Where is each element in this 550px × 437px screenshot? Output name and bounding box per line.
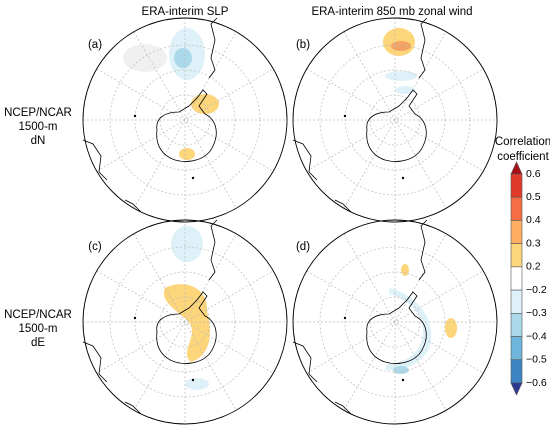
colorbar-label: 0.5: [526, 191, 541, 203]
row-label: dE: [31, 337, 45, 349]
colorbar-cap: [510, 161, 523, 175]
colorbar-segment: [510, 266, 523, 291]
colorbar-segment: [510, 220, 523, 244]
colorbar-label: 0.2: [526, 261, 541, 273]
colorbar-label: 0.3: [526, 237, 541, 249]
colorbar-label: −0.3: [526, 307, 547, 319]
panel-label: (b): [296, 39, 310, 51]
colorbar-segment: [510, 313, 523, 337]
column-title: ERA-interim SLP: [142, 6, 229, 18]
colorbar-label: −0.5: [526, 354, 547, 366]
colorbar-label: 0.4: [526, 214, 541, 226]
row-label: 1500-m: [19, 121, 58, 133]
map-d: [292, 219, 498, 425]
colorbar-title: Correlation: [495, 136, 550, 148]
colorbar-label: −0.6: [526, 377, 547, 389]
row-label: NCEP/NCAR: [4, 107, 72, 119]
map-b: [292, 17, 498, 223]
panel-label: (a): [88, 39, 102, 51]
colorbar-label: 0.6: [526, 168, 541, 180]
colorbar-cap: [510, 382, 523, 396]
colorbar-segment: [510, 243, 523, 268]
map-a: [82, 17, 288, 223]
row-label: 1500-m: [19, 323, 58, 335]
colorbar-label: −0.2: [526, 284, 547, 296]
colorbar-segment: [510, 173, 523, 198]
colorbar-label: −0.4: [526, 330, 547, 342]
column-title: ERA-interim 850 mb zonal wind: [311, 6, 472, 18]
map-c: [82, 219, 288, 425]
colorbar-segment: [510, 359, 523, 384]
row-label: NCEP/NCAR: [4, 309, 72, 321]
colorbar-title: coefficient: [497, 151, 549, 163]
colorbar-segment: [510, 336, 523, 361]
panel-label: (d): [296, 241, 310, 253]
row-label: dN: [31, 135, 46, 147]
panel-label: (c): [88, 241, 102, 253]
colorbar-segment: [510, 196, 523, 221]
colorbar-segment: [510, 289, 523, 314]
